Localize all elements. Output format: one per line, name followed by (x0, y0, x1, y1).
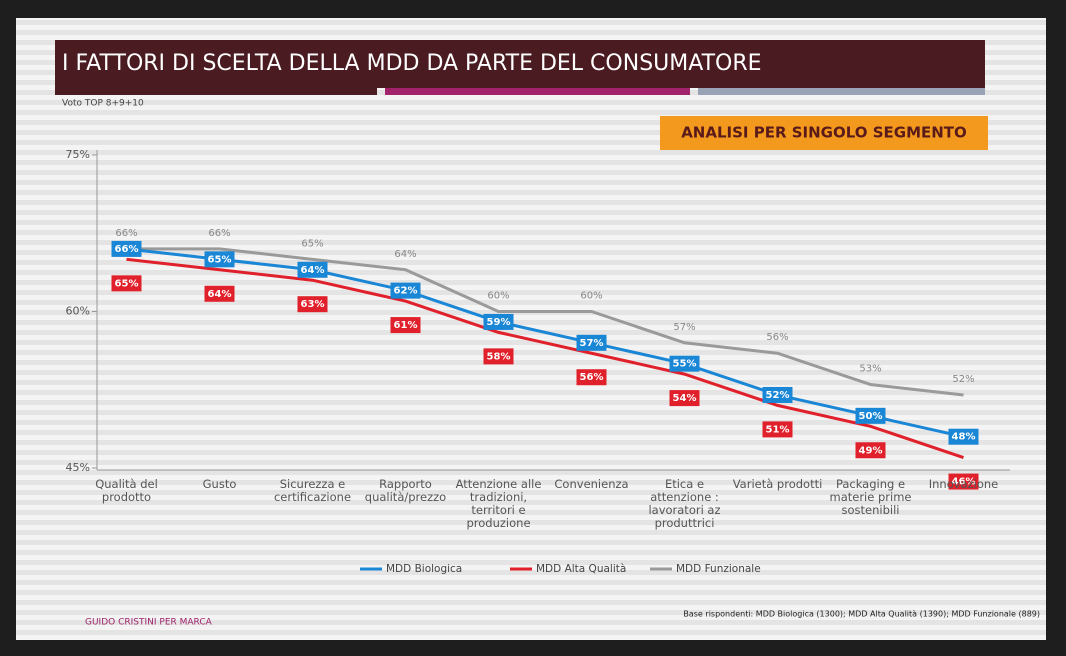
footer-left: GUIDO CRISTINI PER MARCA (85, 618, 213, 628)
label-bg (762, 386, 793, 403)
data-label: 50% (859, 411, 883, 422)
label-bg (111, 275, 142, 292)
x-tick-label: Attenzione alle tradizioni, territori e … (455, 477, 542, 530)
x-tick-label: Etica e attenzione : lavoratori az produ… (648, 477, 721, 530)
label-bg (948, 428, 979, 445)
data-label: 49% (859, 445, 883, 456)
y-tick-label: 75% (66, 148, 90, 161)
label-bg (576, 369, 607, 386)
data-label: 66% (115, 244, 139, 255)
label-bg (483, 348, 514, 365)
data-label: 56% (580, 372, 604, 383)
data-label: 64% (394, 249, 416, 260)
y-tick-label: 45% (66, 461, 90, 474)
label-bg (390, 282, 421, 299)
subtitle-box (660, 116, 988, 150)
accent-bar (698, 88, 985, 95)
y-axis-label: Voto TOP 8+9+10 (62, 99, 144, 109)
data-label: 48% (952, 432, 976, 443)
label-bg (111, 240, 142, 257)
data-label: 65% (301, 238, 323, 249)
data-label: 54% (673, 393, 697, 404)
data-label: 66% (208, 228, 230, 239)
data-label: 65% (208, 254, 232, 265)
data-label: 52% (766, 390, 790, 401)
data-label: 59% (487, 317, 511, 328)
data-label: 64% (208, 289, 232, 300)
label-bg (948, 473, 979, 490)
x-tick-label: Varietà prodotti (732, 477, 823, 491)
data-label: 60% (580, 291, 602, 302)
chart-title: I FATTORI DI SCELTA DELLA MDD DA PARTE D… (62, 51, 762, 76)
legend-label: MDD Funzionale (676, 563, 761, 575)
label-bg (483, 313, 514, 330)
data-label: 64% (301, 265, 325, 276)
data-label: 55% (673, 359, 697, 370)
label-bg (204, 285, 235, 302)
x-tick-label: Innovazione (928, 477, 999, 491)
legend-label: MDD Alta Qualità (536, 563, 626, 575)
title-bar (55, 40, 985, 88)
data-label: 51% (766, 424, 790, 435)
label-bg (576, 334, 607, 351)
series-line (126, 247, 964, 397)
label-bg (669, 390, 700, 407)
legend-label: MDD Biologica (386, 563, 462, 575)
label-bg (390, 317, 421, 334)
x-tick-label: Convenienza (554, 477, 629, 491)
data-label: 62% (394, 286, 418, 297)
label-bg (297, 261, 328, 278)
data-label: 52% (952, 374, 974, 385)
x-tick-label: Rapporto qualità/prezzo (364, 477, 447, 504)
label-bg (204, 251, 235, 268)
label-bg (855, 407, 886, 424)
data-label: 46% (952, 477, 976, 488)
x-tick-label: Qualità del prodotto (95, 477, 158, 504)
data-label: 65% (115, 278, 139, 289)
label-bg (855, 442, 886, 459)
footer-right: Base rispondenti: MDD Biologica (1300); … (683, 610, 1040, 619)
label-bg (669, 355, 700, 372)
data-label: 57% (673, 322, 695, 333)
x-tick-label: Packaging e materie prime sostenibili (829, 477, 912, 517)
y-tick-label: 60% (66, 305, 90, 318)
series-line (126, 257, 964, 459)
data-label: 66% (115, 228, 137, 239)
data-label: 61% (394, 320, 418, 331)
accent-bar (55, 88, 377, 95)
data-label: 63% (301, 299, 325, 310)
data-label: 56% (766, 332, 788, 343)
accent-bar (385, 88, 690, 95)
series-line (126, 247, 964, 439)
label-bg (762, 421, 793, 438)
label-bg (297, 296, 328, 313)
data-label: 58% (487, 351, 511, 362)
data-label: 60% (487, 291, 509, 302)
subtitle: ANALISI PER SINGOLO SEGMENTO (681, 124, 967, 142)
data-label: 57% (580, 338, 604, 349)
data-label: 53% (859, 364, 881, 375)
x-tick-label: Sicurezza e certificazione (273, 477, 352, 504)
x-tick-label: Gusto (202, 477, 237, 491)
